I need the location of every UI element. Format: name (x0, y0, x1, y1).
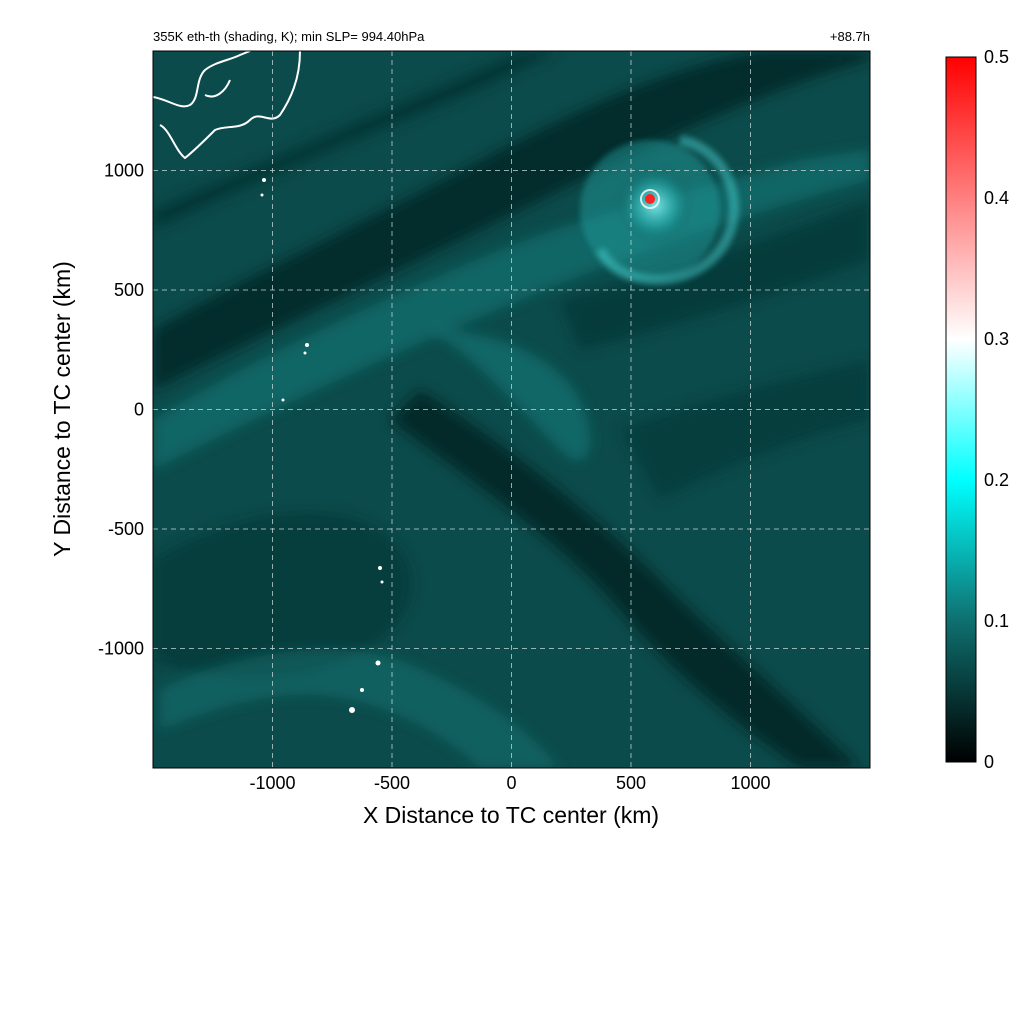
colorbar-tick-label: 0 (984, 752, 994, 772)
x-tick-label: 500 (616, 773, 646, 793)
colorbar-tick-label: 0.5 (984, 47, 1009, 67)
bright-band (160, 650, 560, 768)
colorbar-tick-label: 0.1 (984, 611, 1009, 631)
y-tick-label: 1000 (104, 161, 144, 181)
colorbar-tick-label: 0.4 (984, 188, 1009, 208)
y-tick-labels: -1000 -500 0 500 1000 (98, 161, 144, 659)
dark-band (153, 512, 413, 681)
colorbar-tick-labels: 0 0.1 0.2 0.3 0.4 0.5 (984, 47, 1009, 772)
x-tick-label: -1000 (249, 773, 295, 793)
colorbar-tick-label: 0.3 (984, 329, 1009, 349)
islands (260, 178, 384, 713)
bright-band (430, 330, 591, 461)
x-tick-label: 0 (506, 773, 516, 793)
forecast-hour: +88.7h (830, 29, 870, 44)
cyclone-spiral (595, 135, 740, 285)
dark-band (390, 390, 860, 768)
y-tick-label: 0 (134, 400, 144, 420)
y-tick-label: -1000 (98, 639, 144, 659)
dark-band (560, 200, 870, 350)
heatmap-field (153, 51, 870, 768)
y-tick-label: 500 (114, 280, 144, 300)
grid-lines (153, 51, 870, 768)
chart-title: 355K eth-th (shading, K); min SLP= 994.4… (153, 29, 425, 44)
dark-band (620, 360, 870, 500)
x-tick-label: 1000 (730, 773, 770, 793)
dark-band (153, 51, 560, 230)
cyclone-core-ring (640, 189, 660, 209)
coastline (153, 51, 301, 160)
x-tick-labels: -1000 -500 0 500 1000 (249, 773, 770, 793)
x-tick-label: -500 (374, 773, 410, 793)
y-tick-label: -500 (108, 519, 144, 539)
plot-frame (152, 50, 871, 769)
colorbar-tick-label: 0.2 (984, 470, 1009, 490)
y-axis-label: Y Distance to TC center (km) (49, 261, 75, 557)
cyclone-core (645, 194, 655, 204)
x-axis-label: X Distance to TC center (km) (363, 802, 659, 828)
cyclone-inner (615, 165, 695, 245)
colorbar (945, 56, 977, 763)
